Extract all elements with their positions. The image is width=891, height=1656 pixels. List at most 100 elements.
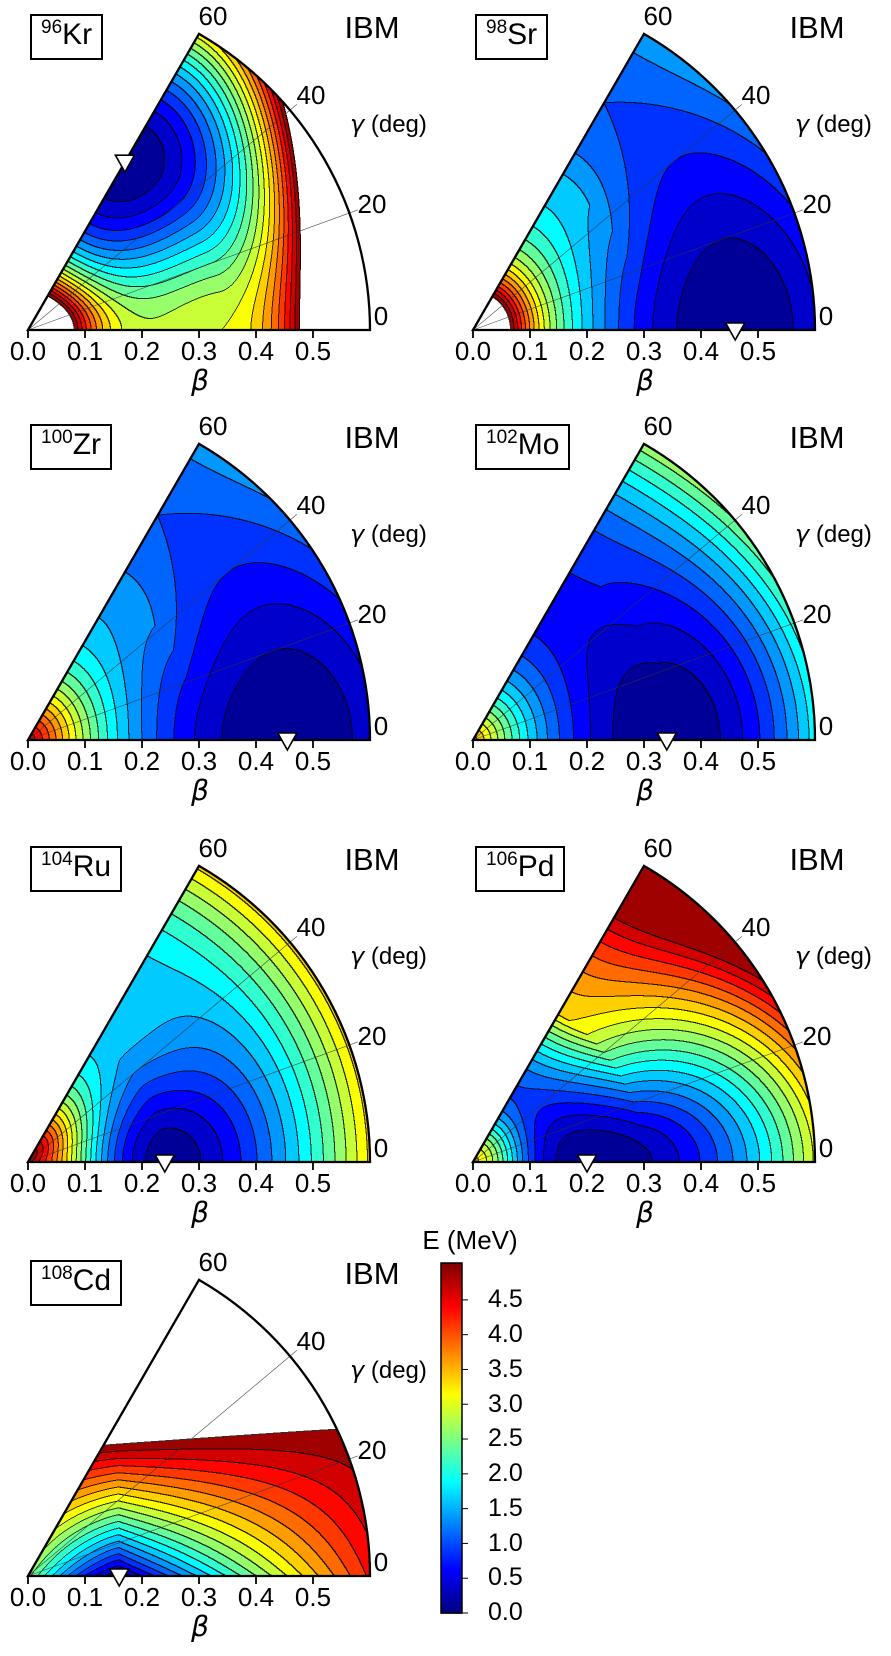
beta-tick-label: 0.1: [66, 1168, 104, 1198]
beta-tick-label: 0.5: [739, 1168, 777, 1198]
beta-tick-label: 0.1: [511, 1168, 549, 1198]
nuclide-mass: 106: [486, 849, 518, 870]
colorbar-tick-label: 3.0: [488, 1390, 523, 1418]
beta-tick-label: 0.1: [66, 1582, 104, 1612]
pes-panel-108cd: 108Cd IBM 60 40 20 0 γ (deg) 0.0 0.1 0.2…: [0, 1246, 445, 1656]
gamma-tick-40: 40: [741, 912, 771, 942]
beta-axis-label: β: [636, 774, 654, 807]
gamma-tick-60: 60: [643, 411, 673, 441]
beta-tick-label: 0.3: [625, 336, 663, 366]
beta-tick-label: 0.1: [511, 336, 549, 366]
gamma-tick-0: 0: [818, 711, 834, 741]
beta-tick-label: 0.2: [123, 1168, 161, 1198]
beta-tick-label: 0.1: [66, 336, 104, 366]
beta-axis-label: β: [191, 1610, 209, 1643]
nuclide-label-box: 96Kr: [30, 14, 104, 60]
beta-tick-label: 0.1: [66, 746, 104, 776]
gamma-tick-20: 20: [357, 1021, 387, 1051]
pes-panel-106pd: 106Pd IBM 60 40 20 0 γ (deg) 0.0 0.1 0.2…: [445, 832, 890, 1244]
beta-axis-label: β: [636, 1196, 654, 1229]
nuclide-symbol: Mo: [517, 428, 560, 461]
pes-panel-104ru: 104Ru IBM 60 40 20 0 γ (deg) 0.0 0.1 0.2…: [0, 832, 445, 1244]
beta-tick-label: 0.2: [123, 746, 161, 776]
gamma-tick-0: 0: [818, 1133, 834, 1163]
gamma-axis-label: γ (deg): [350, 942, 427, 970]
colorbar-gradient: [400, 1255, 510, 1655]
beta-tick-label: 0.0: [9, 1168, 47, 1198]
gamma-tick-40: 40: [741, 490, 771, 520]
beta-tick-label: 0.0: [454, 336, 492, 366]
colorbar-tick-label: 1.0: [488, 1529, 523, 1557]
beta-tick-label: 0.4: [237, 336, 275, 366]
beta-tick-label: 0.2: [123, 336, 161, 366]
gamma-tick-20: 20: [357, 599, 387, 629]
beta-tick-label: 0.1: [511, 746, 549, 776]
gamma-symbol: γ: [795, 110, 810, 138]
nuclide-mass: 96: [41, 17, 63, 38]
gamma-tick-60: 60: [198, 411, 228, 441]
colorbar-tick-label: 1.5: [488, 1494, 523, 1522]
nuclide-symbol: Cd: [72, 1264, 112, 1297]
model-label: IBM: [344, 842, 400, 877]
beta-tick-label: 0.3: [180, 1582, 218, 1612]
gamma-tick-0: 0: [373, 301, 389, 331]
beta-tick-label: 0.2: [568, 336, 606, 366]
pes-panel-98sr: 98Sr IBM 60 40 20 0 γ (deg) 0.0 0.1 0.2 …: [445, 0, 890, 412]
pes-panel-100zr: 100Zr IBM 60 40 20 0 γ (deg) 0.0 0.1 0.2…: [0, 410, 445, 822]
beta-tick-label: 0.3: [625, 746, 663, 776]
colorbar-tick-label: 0.5: [488, 1563, 523, 1591]
gamma-tick-60: 60: [198, 833, 228, 863]
nuclide-label-box: 100Zr: [30, 424, 113, 470]
nuclide-label-box: 98Sr: [475, 14, 549, 60]
beta-tick-label: 0.3: [180, 1168, 218, 1198]
colorbar: E (MeV) 4.5 4.0 3.5 3.0 2.5 2.0 1.5 1.0 …: [400, 1225, 640, 1656]
beta-tick-label: 0.0: [9, 1582, 47, 1612]
nuclide-symbol: Kr: [62, 18, 93, 51]
beta-tick-label: 0.0: [9, 746, 47, 776]
colorbar-tick-label: 3.5: [488, 1355, 523, 1383]
nuclide-label-box: 106Pd: [475, 846, 566, 892]
beta-tick-label: 0.4: [682, 746, 720, 776]
nuclide-symbol: Ru: [72, 850, 112, 883]
gamma-tick-20: 20: [802, 599, 832, 629]
beta-tick-label: 0.5: [294, 336, 332, 366]
pes-panel-96kr: 96Kr IBM 60 40 20 0 γ (deg) 0.0 0.1 0.2 …: [0, 0, 445, 412]
gamma-tick-60: 60: [643, 833, 673, 863]
gamma-tick-0: 0: [373, 711, 389, 741]
gamma-axis-label: γ (deg): [795, 942, 872, 970]
beta-tick-label: 0.2: [568, 746, 606, 776]
nuclide-mass: 104: [41, 849, 73, 870]
beta-tick-label: 0.5: [294, 1582, 332, 1612]
beta-tick-label: 0.4: [682, 1168, 720, 1198]
beta-axis-label: β: [191, 774, 209, 807]
gamma-axis-label: γ (deg): [795, 110, 872, 138]
colorbar-tick-label: 2.0: [488, 1459, 523, 1487]
nuclide-symbol: Sr: [507, 18, 538, 51]
gamma-tick-60: 60: [198, 1, 228, 31]
gamma-tick-60: 60: [643, 1, 673, 31]
beta-tick-label: 0.2: [123, 1582, 161, 1612]
gamma-symbol: γ: [350, 520, 365, 548]
gamma-tick-40: 40: [296, 490, 326, 520]
gamma-symbol: γ: [795, 942, 810, 970]
colorbar-tick-label: 2.5: [488, 1424, 523, 1452]
model-label: IBM: [344, 1256, 400, 1291]
beta-tick-label: 0.0: [9, 336, 47, 366]
pes-panel-102mo: 102Mo IBM 60 40 20 0 γ (deg) 0.0 0.1 0.2…: [445, 410, 890, 822]
beta-tick-label: 0.4: [682, 336, 720, 366]
beta-tick-label: 0.2: [568, 1168, 606, 1198]
gamma-axis-label: γ (deg): [795, 520, 872, 548]
colorbar-tick-label: 0.0: [488, 1598, 523, 1626]
nuclide-mass: 108: [41, 1263, 73, 1284]
nuclide-symbol: Pd: [517, 850, 555, 883]
gamma-tick-20: 20: [802, 1021, 832, 1051]
beta-tick-label: 0.3: [625, 1168, 663, 1198]
gamma-axis-label: γ (deg): [350, 520, 427, 548]
beta-tick-label: 0.5: [739, 336, 777, 366]
beta-tick-label: 0.5: [294, 746, 332, 776]
gamma-axis-label: γ (deg): [350, 110, 427, 138]
beta-tick-label: 0.0: [454, 1168, 492, 1198]
gamma-tick-0: 0: [818, 301, 834, 331]
beta-tick-label: 0.5: [739, 746, 777, 776]
